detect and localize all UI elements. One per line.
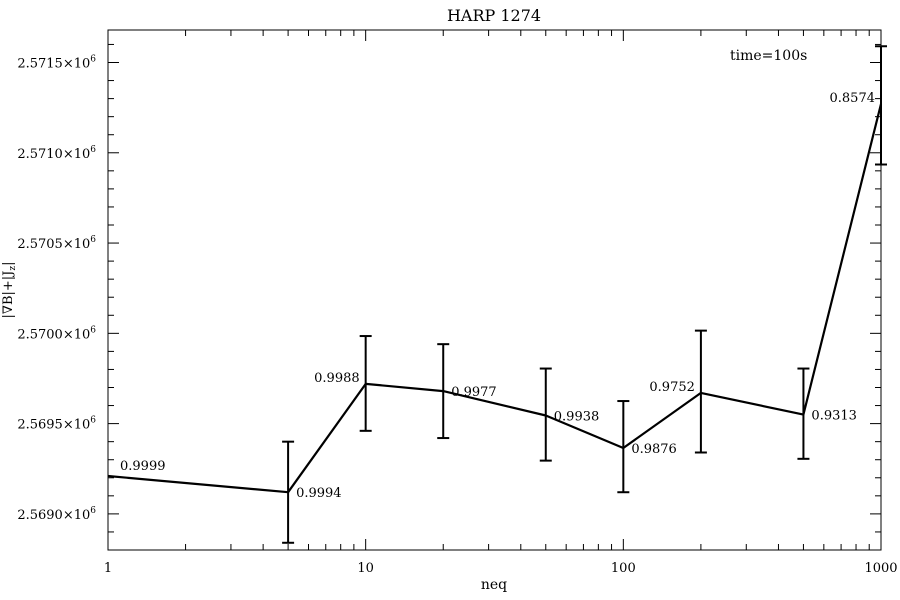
y-tick-exponent: 6 xyxy=(90,145,96,155)
point-label: 0.9999 xyxy=(120,459,166,474)
error-bars xyxy=(282,45,887,544)
y-tick-mantissa: 2.5710×10 xyxy=(17,147,90,162)
y-axis-label-sub: z xyxy=(8,266,18,271)
point-label: 0.9752 xyxy=(649,380,695,395)
x-tick-label: 100 xyxy=(611,561,636,576)
y-axis-label-tail: | xyxy=(1,261,16,265)
y-tick-mantissa: 2.5705×10 xyxy=(17,237,90,252)
point-label: 0.9876 xyxy=(631,442,677,457)
y-tick-mantissa: 2.5690×10 xyxy=(17,508,90,523)
y-tick-exponent: 6 xyxy=(90,506,96,516)
y-tick-label: 2.5700×106 xyxy=(17,325,96,342)
plot-frame xyxy=(107,29,882,551)
y-tick-exponent: 6 xyxy=(90,235,96,245)
plot-frame-group xyxy=(107,29,882,551)
y-tick-label: 2.5705×106 xyxy=(17,235,96,252)
x-tick-label: 1 xyxy=(104,561,112,576)
series-line xyxy=(107,103,883,494)
y-tick-exponent: 6 xyxy=(90,416,96,426)
point-label: 0.9988 xyxy=(314,371,360,386)
x-tick-label: 1000 xyxy=(864,561,897,576)
x-axis-label: neq xyxy=(481,577,507,593)
point-label: 0.9977 xyxy=(451,385,497,400)
point-label: 0.9994 xyxy=(296,486,342,501)
axis-tick-labels: 1 10 100 10002.5690×1062.5695×1062.5700×106… xyxy=(17,55,897,577)
point-label: 0.9313 xyxy=(811,409,857,424)
y-axis-label-main: |∇B|+|J xyxy=(1,271,16,319)
point-label: 0.8574 xyxy=(830,91,876,106)
time-annotation: time=100s xyxy=(730,48,807,64)
point-labels: 0.9999 0.9994 0.9988 0.9977 0.9938 0.9876 0.97… xyxy=(120,91,875,501)
y-tick-mantissa: 2.5715×10 xyxy=(17,57,90,72)
y-tick-label: 2.5710×106 xyxy=(17,145,96,162)
y-tick-label: 2.5695×106 xyxy=(17,416,96,433)
x-tick-label: 10 xyxy=(357,561,374,576)
y-tick-exponent: 6 xyxy=(90,325,96,335)
y-tick-label: 2.5690×106 xyxy=(17,506,96,523)
y-tick-mantissa: 2.5695×10 xyxy=(17,418,90,433)
axis-ticks xyxy=(107,30,882,551)
y-axis-label: |∇B|+|Jz| xyxy=(1,261,18,318)
point-label: 0.9938 xyxy=(554,409,600,424)
y-tick-exponent: 6 xyxy=(90,55,96,65)
y-tick-mantissa: 2.5700×10 xyxy=(17,327,90,342)
chart-title: HARP 1274 xyxy=(447,6,541,25)
y-tick-label: 2.5715×106 xyxy=(17,55,96,72)
